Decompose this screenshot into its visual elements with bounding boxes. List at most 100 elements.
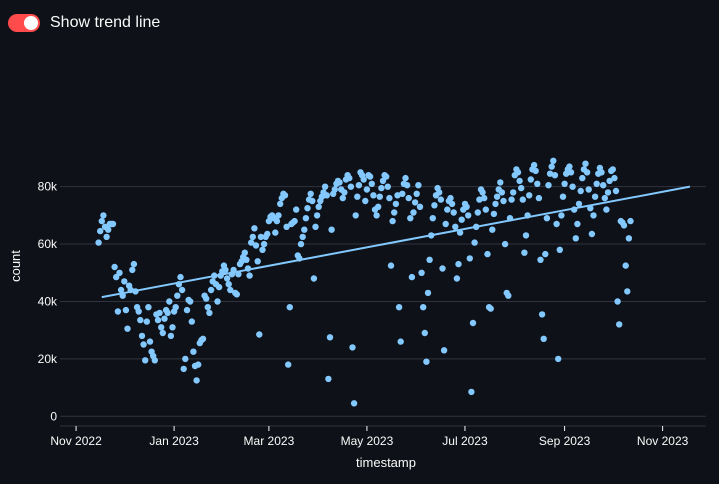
data-point (272, 229, 279, 236)
data-point (350, 400, 358, 407)
data-points (95, 157, 634, 407)
data-point (182, 355, 189, 363)
data-point (476, 196, 483, 203)
data-point (122, 306, 130, 314)
data-point (117, 286, 125, 294)
data-point (285, 361, 292, 368)
data-point (590, 212, 597, 219)
data-point (354, 193, 361, 200)
data-point (575, 200, 583, 208)
y-tick-label: 40k (38, 294, 58, 308)
data-point (286, 304, 293, 311)
data-point (426, 256, 433, 263)
data-point (138, 332, 146, 340)
data-point (479, 189, 486, 196)
data-point (600, 182, 607, 189)
data-point (264, 230, 271, 238)
data-point (251, 225, 258, 232)
data-point (519, 196, 526, 203)
data-point (325, 375, 332, 383)
data-point (299, 233, 306, 241)
x-tick-label: May 2023 (341, 434, 394, 448)
data-point (193, 377, 200, 384)
data-point (455, 260, 462, 268)
data-point (293, 206, 300, 213)
data-point (223, 275, 231, 282)
data-point (574, 220, 581, 228)
data-point (214, 298, 221, 305)
data-point (508, 196, 515, 203)
data-point (326, 334, 334, 341)
data-point (505, 292, 512, 299)
data-point (159, 329, 166, 337)
data-point (389, 217, 396, 225)
data-point (402, 174, 409, 182)
data-point (233, 291, 240, 298)
data-point (323, 192, 330, 199)
grid (60, 186, 706, 417)
data-point (399, 190, 406, 197)
data-point (309, 197, 316, 205)
data-point (609, 166, 616, 173)
data-point (535, 194, 543, 202)
data-point (569, 183, 576, 190)
data-point (625, 235, 633, 242)
data-point (195, 361, 202, 368)
data-point (383, 173, 390, 180)
x-axis-title: timestamp (356, 455, 416, 470)
data-point (281, 192, 289, 199)
data-point (246, 272, 253, 279)
data-point (140, 341, 147, 348)
data-point (386, 194, 393, 202)
data-point (190, 348, 197, 355)
data-point (527, 176, 534, 183)
data-point (410, 209, 417, 216)
data-point (604, 189, 612, 196)
data-point (227, 286, 234, 294)
data-point (392, 200, 400, 208)
data-point (447, 194, 454, 202)
data-point (256, 331, 263, 338)
data-point (161, 315, 168, 322)
data-point (283, 223, 290, 230)
data-point (254, 258, 261, 265)
data-point (143, 318, 150, 325)
x-tick-label: Jan 2023 (149, 434, 199, 448)
data-point (248, 239, 255, 246)
trend-line-toggle[interactable] (8, 14, 40, 32)
data-point (545, 182, 552, 189)
data-point (273, 217, 281, 225)
data-point (492, 200, 499, 208)
data-point (550, 157, 557, 164)
data-point (368, 180, 375, 187)
data-point (362, 197, 369, 205)
data-point (166, 298, 173, 305)
data-point (97, 227, 104, 235)
data-point (416, 203, 424, 210)
data-point (180, 365, 187, 373)
data-point (537, 256, 544, 263)
data-point (522, 232, 530, 239)
data-point (370, 192, 377, 199)
data-point (474, 209, 481, 216)
data-point (471, 239, 478, 246)
data-point (469, 319, 477, 327)
trend-line-toggle-row[interactable]: Show trend line (8, 10, 160, 36)
data-point (156, 309, 163, 317)
data-point (561, 180, 568, 187)
data-point (601, 194, 608, 202)
data-point (411, 199, 419, 206)
data-point (532, 167, 539, 175)
data-point (174, 292, 181, 299)
data-point (405, 194, 412, 202)
data-point (521, 249, 528, 256)
data-point (603, 206, 610, 213)
data-point (301, 226, 308, 233)
data-point (215, 283, 223, 291)
data-point (440, 347, 448, 354)
data-point (407, 215, 414, 222)
data-point (260, 240, 268, 248)
data-point (627, 217, 634, 225)
data-point (579, 174, 586, 182)
